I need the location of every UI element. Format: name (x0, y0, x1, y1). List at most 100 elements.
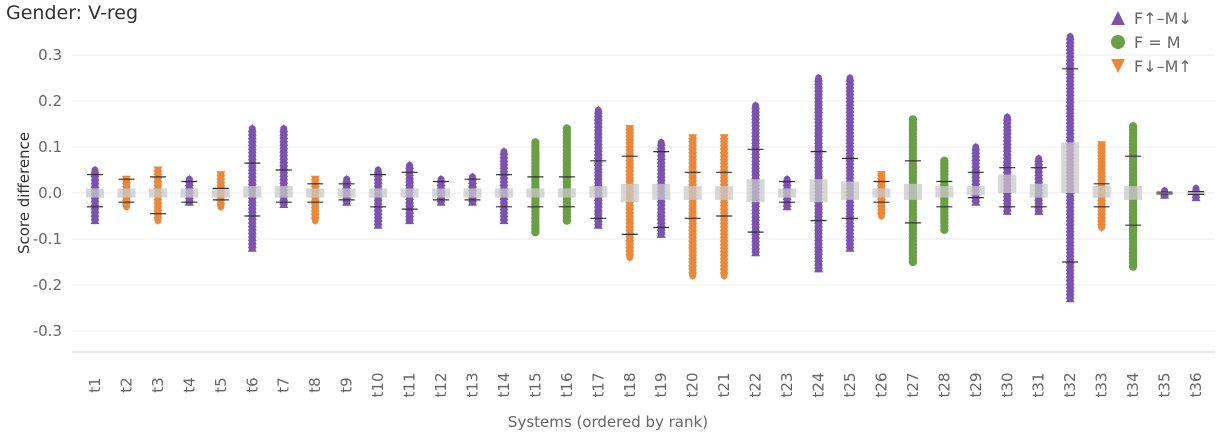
data-point (531, 227, 540, 237)
y-tick-label: -0.3 (33, 322, 62, 340)
x-tick-label: t14 (495, 373, 513, 398)
data-point (782, 202, 792, 211)
data-point (625, 253, 635, 262)
box (589, 186, 608, 198)
data-point (940, 225, 949, 234)
box (652, 183, 671, 200)
data-point (593, 220, 603, 229)
x-tick-label: t23 (778, 373, 796, 398)
x-tick-label: t25 (841, 373, 859, 398)
data-point (216, 203, 226, 212)
data-point (90, 216, 100, 225)
box (1061, 142, 1080, 193)
data-point (1002, 206, 1012, 215)
x-axis-label: Systems (ordered by rank) (508, 413, 708, 431)
data-point (1128, 262, 1138, 271)
y-tick-label: -0.1 (33, 230, 62, 248)
box (809, 179, 828, 203)
box (1155, 192, 1174, 195)
x-tick-label: t35 (1156, 373, 1174, 398)
x-tick-label: t28 (935, 373, 953, 398)
data-point (971, 197, 981, 206)
chart-title: Gender: V-reg (6, 2, 139, 24)
x-tick-label: t31 (1030, 373, 1048, 398)
x-tick-label: t17 (589, 373, 607, 398)
data-point (845, 243, 855, 252)
x-tick-label: t4 (180, 377, 198, 392)
data-point (751, 248, 761, 257)
data-point (688, 272, 698, 281)
data-point (1034, 206, 1044, 215)
x-tick-label: t19 (652, 373, 670, 398)
data-point (814, 264, 824, 273)
x-tick-label: t20 (684, 373, 702, 398)
box (620, 183, 639, 203)
legend-item-f-down: F↓–M↑ (1110, 54, 1192, 78)
data-point (310, 217, 320, 226)
circle-icon (1111, 35, 1125, 49)
x-tick-label: t5 (212, 377, 230, 392)
data-point (1160, 190, 1170, 199)
x-tick-label: t30 (998, 373, 1016, 398)
box (243, 186, 262, 198)
box (117, 188, 136, 198)
x-tick-label: t2 (117, 377, 135, 392)
x-tick-label: t36 (1187, 373, 1205, 398)
x-tick-label: t12 (432, 373, 450, 398)
data-point (876, 212, 886, 221)
x-tick-label: t11 (401, 373, 419, 398)
box (935, 186, 954, 198)
y-axis-label: Score difference (15, 132, 33, 254)
data-point (373, 220, 383, 229)
data-point (342, 197, 352, 206)
box (432, 188, 451, 198)
box (148, 188, 167, 198)
x-tick-label: t8 (306, 377, 324, 392)
box (494, 188, 513, 198)
triangle-down-icon (1111, 59, 1125, 73)
y-tick-label: 0.1 (38, 138, 62, 156)
box (778, 188, 797, 198)
box (840, 181, 859, 200)
box (1092, 186, 1111, 198)
data-point (467, 197, 477, 206)
x-tick-label: t1 (86, 377, 104, 392)
data-point (405, 216, 415, 225)
box (337, 188, 356, 198)
box (966, 186, 985, 196)
box (903, 183, 922, 200)
box (274, 186, 293, 198)
data-point (719, 272, 729, 281)
data-point (1191, 193, 1201, 202)
x-tick-label: t13 (463, 373, 481, 398)
y-tick-label: 0.3 (38, 46, 62, 64)
data-point (562, 216, 572, 225)
box (180, 188, 199, 198)
x-tick-label: t3 (149, 377, 167, 392)
legend-item-f-eq: F = M (1110, 30, 1192, 54)
data-point (499, 216, 509, 225)
x-tick-label: t29 (967, 373, 985, 398)
legend-label: F = M (1134, 32, 1181, 52)
x-tick-label: t32 (1061, 373, 1079, 398)
x-tick-label: t10 (369, 373, 387, 398)
data-point (656, 229, 666, 238)
box (1187, 191, 1205, 195)
data-point (1065, 294, 1075, 303)
x-tick-label: t18 (621, 373, 639, 398)
y-tick-label: -0.2 (33, 276, 62, 294)
x-tick-label: t15 (526, 373, 544, 398)
x-tick-label: t6 (243, 377, 261, 392)
box (463, 188, 482, 198)
x-tick-label: t22 (747, 373, 765, 398)
box (306, 188, 325, 198)
x-tick-label: t7 (275, 377, 293, 392)
x-tick-label: t24 (810, 373, 828, 398)
data-point (247, 243, 257, 252)
box (211, 188, 230, 198)
x-tick-label: t26 (872, 373, 890, 398)
x-tick-label: t27 (904, 373, 922, 398)
box (746, 179, 765, 203)
legend-label: F↓–M↑ (1134, 56, 1192, 76)
